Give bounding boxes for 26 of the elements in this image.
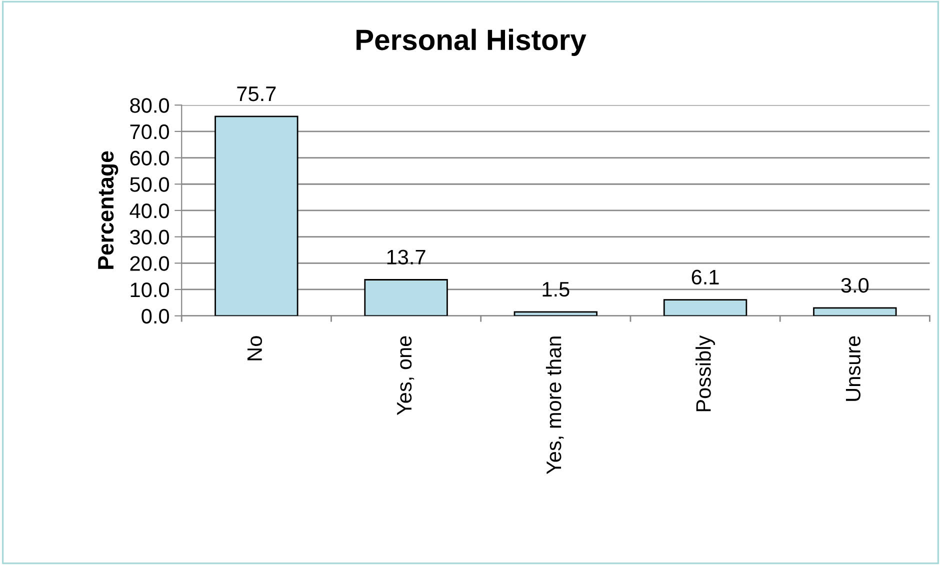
y-tick-label: 30.0 (130, 230, 169, 245)
bar (813, 307, 897, 316)
y-tick-label: 70.0 (130, 124, 169, 140)
x-tick-label: No (247, 336, 262, 360)
x-tick-label: Possibly (696, 335, 715, 412)
y-tick-label: 0.0 (142, 308, 169, 324)
data-label: 3.0 (841, 278, 869, 293)
data-label: 75.7 (237, 86, 276, 102)
bar (214, 116, 298, 316)
y-tick-label: 50.0 (130, 177, 169, 192)
bar (663, 299, 748, 316)
y-axis-title: Percentage (98, 151, 118, 269)
data-label: 1.5 (542, 282, 570, 297)
y-tick-label: 80.0 (130, 98, 169, 113)
y-tick-label: 40.0 (130, 203, 169, 218)
y-tick-label: 10.0 (130, 282, 169, 298)
x-tick-label: Unsure (846, 336, 860, 401)
data-label: 13.7 (387, 250, 426, 265)
y-tick-label: 60.0 (130, 150, 169, 166)
chart-title: Personal History (356, 28, 586, 56)
bar (514, 311, 598, 316)
bar (364, 279, 448, 316)
x-tick-label: Yes, more than (546, 336, 564, 474)
data-label: 6.1 (692, 270, 719, 285)
x-tick-label: Yes, one (397, 336, 414, 416)
y-tick-label: 20.0 (130, 256, 169, 271)
